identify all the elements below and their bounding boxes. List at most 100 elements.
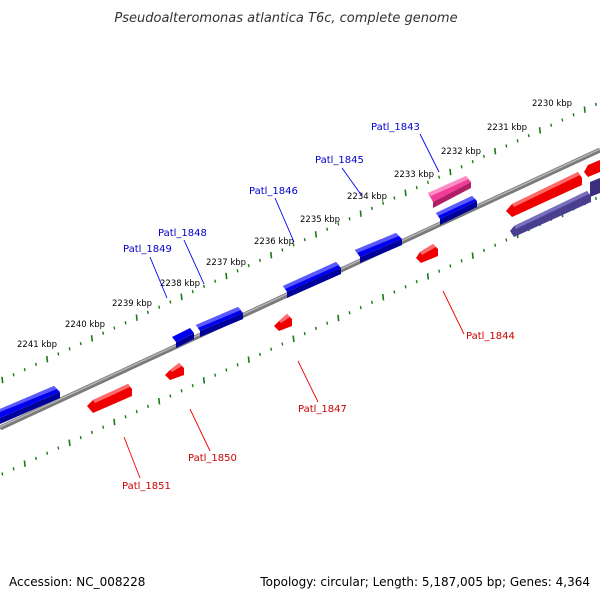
minor-tick xyxy=(426,180,429,185)
minor-tick xyxy=(46,451,49,455)
gene-label[interactable]: Patl_1851 xyxy=(122,481,171,492)
map-title: Pseudoalteromonas atlantica T6c, complet… xyxy=(114,11,457,26)
minor-tick xyxy=(1,472,4,476)
kbp-label: 2232 kbp xyxy=(441,147,481,157)
minor-tick xyxy=(191,383,194,388)
major-tick xyxy=(46,355,49,363)
minor-tick xyxy=(359,305,362,310)
minor-tick xyxy=(494,243,497,247)
minor-tick xyxy=(449,264,452,268)
accession-text: Accession: NC_008228 xyxy=(9,575,145,589)
minor-tick xyxy=(270,347,273,351)
gene-patl-1849[interactable] xyxy=(196,307,243,337)
gene-label[interactable]: Patl_1848 xyxy=(158,228,207,239)
minor-tick xyxy=(214,373,217,377)
gene-label[interactable]: Patl_1850 xyxy=(188,453,237,464)
minor-tick xyxy=(90,430,93,435)
gene-patl-1847[interactable] xyxy=(274,314,292,331)
minor-tick xyxy=(415,185,418,190)
minor-tick xyxy=(326,321,329,325)
major-tick xyxy=(359,210,362,217)
major-tick xyxy=(270,251,273,259)
major-tick xyxy=(113,418,116,426)
minor-tick xyxy=(438,175,441,179)
kbp-label: 2239 kbp xyxy=(112,299,152,309)
major-tick xyxy=(68,439,71,447)
minor-tick xyxy=(393,290,396,294)
major-tick xyxy=(494,147,497,155)
gene-unlabeled-forward[interactable] xyxy=(590,178,600,197)
minor-tick xyxy=(68,347,71,351)
gene-patl-1846[interactable] xyxy=(355,233,402,263)
gene-patl-1851[interactable] xyxy=(87,384,132,413)
minor-tick xyxy=(337,222,340,226)
major-tick xyxy=(292,335,295,343)
minor-tick xyxy=(135,409,138,414)
major-tick xyxy=(538,127,542,134)
minor-tick xyxy=(471,159,474,164)
minor-tick xyxy=(12,373,15,377)
minor-tick xyxy=(23,367,26,372)
minor-tick xyxy=(79,341,82,346)
minor-tick xyxy=(191,289,194,294)
gene-labels: Patl_1843 Patl_1845 Patl_1846 Patl_1848 … xyxy=(122,122,515,492)
minor-tick xyxy=(146,310,149,315)
major-tick xyxy=(382,293,385,301)
minor-tick xyxy=(505,238,508,242)
gene-unlabeled-forward[interactable] xyxy=(0,386,60,424)
major-tick xyxy=(135,314,138,321)
minor-tick xyxy=(202,284,205,289)
minor-tick xyxy=(550,123,553,127)
gene-label[interactable]: Patl_1845 xyxy=(315,155,364,166)
minor-tick xyxy=(370,300,373,305)
minor-tick xyxy=(404,285,407,289)
gene-unlabeled-reverse[interactable] xyxy=(510,191,591,237)
kbp-label: 2241 kbp xyxy=(17,340,57,350)
kbp-label: 2240 kbp xyxy=(65,320,105,330)
gene-unlabeled-forward[interactable] xyxy=(172,328,194,348)
minor-tick xyxy=(561,118,564,122)
major-tick xyxy=(23,460,26,467)
major-tick xyxy=(314,231,318,238)
minor-tick xyxy=(214,279,217,283)
kbp-label: 2231 kbp xyxy=(487,123,527,133)
minor-tick xyxy=(124,321,127,325)
gene-label[interactable]: Patl_1847 xyxy=(298,404,347,415)
minor-tick xyxy=(460,165,463,169)
minor-tick xyxy=(505,144,508,148)
minor-tick xyxy=(146,404,149,409)
minor-tick xyxy=(34,456,37,461)
gene-label[interactable]: Patl_1843 xyxy=(371,122,420,133)
minor-tick xyxy=(438,269,441,273)
kbp-label: 2237 kbp xyxy=(206,258,246,268)
minor-tick xyxy=(34,362,37,367)
gene-patl-1844[interactable] xyxy=(416,244,438,263)
minor-tick xyxy=(102,425,105,429)
minor-tick xyxy=(281,248,284,252)
minor-tick xyxy=(124,415,127,419)
minor-tick xyxy=(225,368,228,372)
gene-unlabeled-reverse[interactable] xyxy=(506,172,582,217)
minor-tick xyxy=(348,311,351,315)
kbp-label: 2238 kbp xyxy=(160,279,200,289)
minor-tick xyxy=(314,326,317,331)
gene-label[interactable]: Patl_1844 xyxy=(466,331,515,342)
gene-patl-1845[interactable] xyxy=(436,196,477,225)
gene-patl-1843[interactable] xyxy=(428,176,471,208)
major-tick xyxy=(202,377,206,384)
gene-patl-1850[interactable] xyxy=(165,363,184,380)
major-tick xyxy=(90,335,94,342)
gene-unlabeled-reverse[interactable] xyxy=(584,160,600,177)
minor-tick xyxy=(572,113,575,117)
minor-tick xyxy=(393,196,396,200)
gene-label[interactable]: Patl_1846 xyxy=(249,186,298,197)
minor-tick xyxy=(303,237,306,242)
genome-summary-text: Topology: circular; Length: 5,187,005 bp… xyxy=(259,575,590,589)
minor-tick xyxy=(527,133,530,138)
gene-label[interactable]: Patl_1849 xyxy=(123,244,172,255)
minor-tick xyxy=(169,394,172,398)
gene-patl-1848[interactable] xyxy=(283,262,341,298)
minor-tick xyxy=(236,363,239,367)
kbp-label: 2235 kbp xyxy=(300,215,340,225)
